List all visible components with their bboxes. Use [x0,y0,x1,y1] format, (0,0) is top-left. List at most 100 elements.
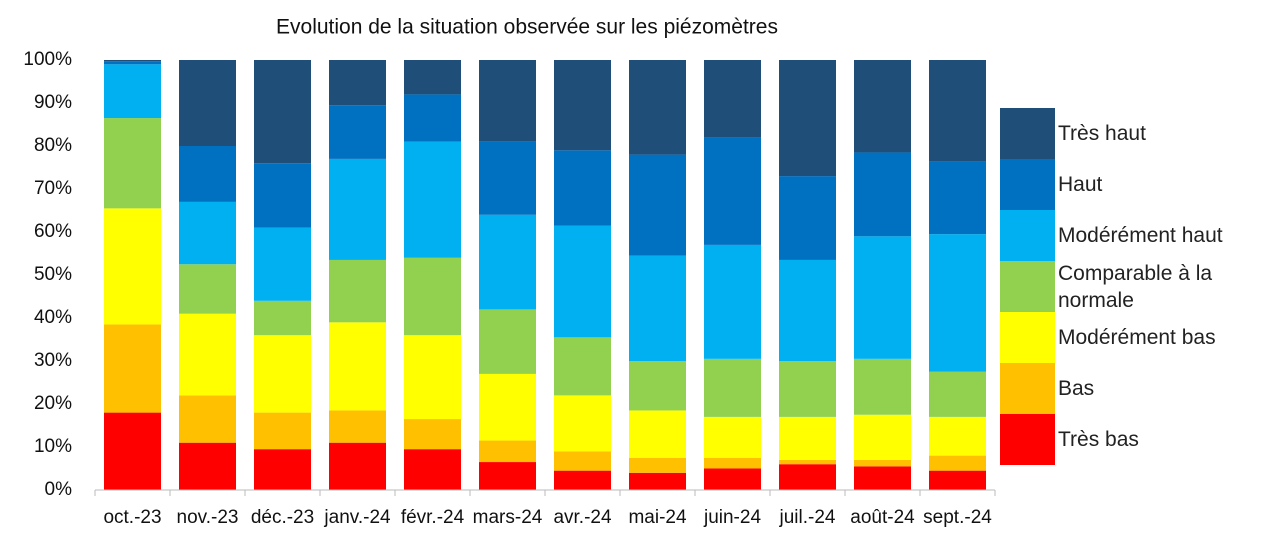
bar-segment [104,61,161,65]
bar-segment [104,64,161,119]
legend-swatch [1000,414,1055,465]
y-tick-label: 0% [45,479,73,500]
bar-segment [254,163,311,228]
bar-segment [929,371,986,417]
legend-swatch [1000,210,1055,261]
bar-segment [704,358,761,417]
bar-segment [854,358,911,415]
y-tick-label: 40% [34,307,72,328]
bar-segment [104,118,161,209]
bar-segment [179,60,236,146]
bar-segment [329,322,386,411]
bar-segment [479,440,536,463]
legend-swatch [1000,159,1055,210]
bar-segment [254,60,311,164]
chart-title: Evolution de la situation observée sur l… [276,16,778,39]
bar-segment [704,416,761,458]
x-tick-label: mars-24 [473,507,543,528]
bar-segment [329,158,386,260]
bar-segment [554,225,611,338]
legend-label: Très bas [1058,428,1139,451]
x-tick-label: août-24 [850,507,915,528]
bar-segment [104,208,161,325]
y-tick-label: 100% [23,49,72,70]
legend-swatch [1000,363,1055,414]
bar-segment [854,236,911,359]
bar-segment [929,416,986,456]
bar-segment [179,395,236,443]
bar-segment [404,257,461,336]
bar-segment [779,416,836,460]
bar-segment [629,154,686,256]
bar-segment [179,146,236,202]
bar-segment [554,395,611,452]
y-tick-label: 80% [34,135,72,156]
x-tick-label: déc.-23 [251,507,314,528]
bar-segment [404,94,461,142]
legend-label: Modérément haut [1058,224,1223,247]
bar-segment [779,60,836,177]
bar-segment [779,459,836,465]
bar-segment [929,470,986,490]
bar-segment [254,449,311,490]
bar-segment [554,337,611,396]
bar-segment [254,300,311,336]
bar-segment [179,442,236,490]
bar-segment [704,244,761,359]
bar-segment [854,152,911,237]
legend-label: Modérément bas [1058,326,1216,349]
y-tick-label: 30% [34,350,72,371]
bar-segment [479,373,536,441]
y-tick-label: 90% [34,92,72,113]
bar-segment [704,468,761,490]
bar-segment [479,462,536,490]
bar-segment [254,227,311,301]
bar-segment [704,137,761,245]
bar-segment [554,451,611,471]
bar-segment [104,60,161,62]
bar-segment [329,442,386,490]
bar-segment [329,410,386,443]
x-tick-label: juil.-24 [779,507,836,528]
x-tick-label: nov.-23 [177,507,239,528]
x-tick-label: mai-24 [628,507,687,528]
bar-segment [404,60,461,95]
bar-segment [929,234,986,372]
bar-segment [929,60,986,162]
bar-segment [179,264,236,314]
bar-segment [329,259,386,323]
bar-segment [254,335,311,413]
bar-segment [329,60,386,106]
legend-swatch [1000,108,1055,159]
bar-segment [629,60,686,155]
bar-segment [404,141,461,258]
bar-segment [929,161,986,235]
bar-segment [779,464,836,490]
bar-segment [629,410,686,458]
legend-label: Très haut [1058,122,1146,145]
bar-segment [779,259,836,361]
bar-segment [629,255,686,361]
legend-label: Comparable à la normale [1058,261,1213,312]
bar-segment [404,419,461,450]
bar-segment [479,60,536,142]
legend-label: Haut [1058,173,1103,196]
y-tick-label: 60% [34,221,72,242]
bar-segment [554,60,611,151]
bar-segment [629,457,686,473]
bar-segment [404,449,461,490]
legend-swatch [1000,261,1055,312]
x-tick-label: oct.-23 [103,507,161,528]
legend-label: Bas [1058,377,1095,400]
bar-segment [254,412,311,450]
y-tick-label: 50% [34,264,72,285]
x-tick-label: sept.-24 [923,507,992,528]
bar-segment [479,309,536,374]
bar-segment [704,60,761,138]
y-tick-label: 70% [34,178,72,199]
bar-segment [929,455,986,471]
legend-swatch [1000,312,1055,363]
bar-segment [104,324,161,413]
